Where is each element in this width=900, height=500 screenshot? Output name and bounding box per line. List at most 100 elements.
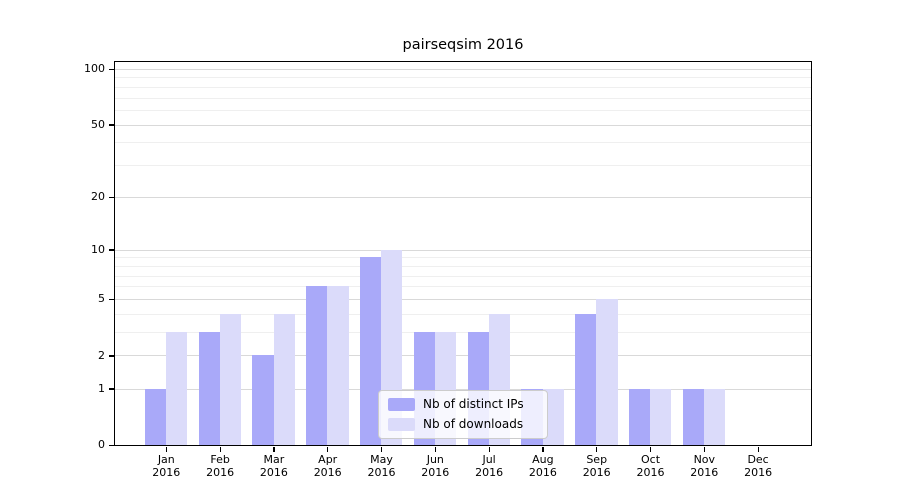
y-tick-mark bbox=[109, 249, 114, 251]
x-tick-month: Jun bbox=[426, 452, 444, 466]
bar-downloads-mar bbox=[273, 313, 295, 445]
bar-downloads-oct bbox=[650, 388, 672, 445]
x-tick-month: Oct bbox=[640, 452, 661, 466]
y-tick-label: 0 bbox=[98, 438, 105, 452]
gridline-minor bbox=[115, 165, 811, 167]
y-tick-label: 100 bbox=[84, 62, 105, 76]
x-tick-label: Sep 2016 bbox=[565, 453, 629, 480]
x-tick-mark bbox=[542, 446, 544, 452]
gridline-minor bbox=[115, 313, 811, 315]
x-tick-month: Dec bbox=[747, 452, 769, 466]
x-tick-year: 2016 bbox=[152, 466, 181, 480]
y-tick-label: 10 bbox=[91, 242, 105, 256]
x-tick-label: Jan 2016 bbox=[134, 453, 198, 480]
bar-ips-oct bbox=[628, 388, 651, 445]
bar-ips-sep bbox=[575, 313, 597, 445]
x-tick-mark bbox=[757, 446, 759, 452]
gridline-minor bbox=[115, 142, 811, 144]
legend-item-downloads: Nb of downloads bbox=[388, 417, 538, 431]
x-tick-label: Jul 2016 bbox=[457, 453, 521, 480]
y-tick-mark bbox=[109, 124, 114, 126]
legend: Nb of distinct IPs Nb of downloads bbox=[378, 390, 548, 439]
x-tick-month: Jul bbox=[482, 452, 496, 466]
y-tick-label: 5 bbox=[98, 292, 105, 306]
gridline-minor bbox=[115, 257, 811, 259]
x-tick-label: Jun 2016 bbox=[403, 453, 467, 480]
x-tick-year: 2016 bbox=[475, 466, 504, 480]
y-tick-mark bbox=[109, 388, 114, 390]
gridline-minor bbox=[115, 265, 811, 267]
x-tick-year: 2016 bbox=[206, 466, 235, 480]
x-tick-label: Dec 2016 bbox=[726, 453, 790, 480]
x-tick-mark bbox=[434, 446, 436, 452]
x-tick-year: 2016 bbox=[421, 466, 450, 480]
x-tick-mark bbox=[273, 446, 275, 452]
x-tick-mark bbox=[380, 446, 383, 452]
x-tick-label: May 2016 bbox=[350, 453, 414, 480]
x-tick-label: Feb 2016 bbox=[188, 453, 252, 480]
gridline-minor bbox=[115, 97, 811, 99]
x-tick-month: Sep bbox=[586, 452, 608, 466]
gridline-minor bbox=[115, 86, 811, 88]
x-tick-year: 2016 bbox=[582, 466, 611, 480]
x-tick-mark bbox=[649, 446, 652, 452]
x-tick-year: 2016 bbox=[259, 466, 288, 480]
legend-swatch-distinct-ips bbox=[388, 397, 415, 411]
gridline-minor bbox=[115, 332, 811, 334]
x-tick-month: Feb bbox=[210, 452, 230, 466]
x-tick-month: Nov bbox=[693, 452, 716, 466]
bar-ips-nov bbox=[682, 388, 704, 445]
y-tick-label: 20 bbox=[91, 190, 105, 204]
plot-area: Nb of distinct IPs Nb of downloads bbox=[114, 61, 812, 446]
bar-downloads-feb bbox=[219, 313, 242, 445]
y-tick-mark bbox=[109, 444, 114, 447]
x-tick-month: Apr bbox=[318, 452, 338, 466]
bar-ips-apr bbox=[306, 286, 328, 445]
gridline-major bbox=[115, 249, 811, 251]
x-tick-year: 2016 bbox=[744, 466, 773, 480]
bar-downloads-jan bbox=[166, 332, 188, 445]
gridline-major bbox=[115, 196, 811, 198]
chart-title: pairseqsim 2016 bbox=[402, 37, 524, 53]
x-tick-label: Aug 2016 bbox=[511, 453, 575, 480]
x-tick-month: Jan bbox=[157, 452, 175, 466]
x-tick-mark bbox=[703, 446, 705, 452]
x-tick-mark bbox=[327, 446, 329, 452]
x-tick-mark bbox=[488, 446, 490, 452]
y-tick-mark bbox=[109, 68, 114, 71]
x-tick-year: 2016 bbox=[636, 466, 665, 480]
legend-label-downloads: Nb of downloads bbox=[423, 417, 524, 431]
bar-downloads-sep bbox=[596, 299, 618, 445]
x-tick-month: May bbox=[370, 452, 393, 466]
gridline-minor bbox=[115, 286, 811, 288]
legend-label-distinct-ips: Nb of distinct IPs bbox=[423, 397, 524, 411]
legend-swatch-downloads bbox=[388, 417, 415, 431]
y-tick-label: 50 bbox=[91, 117, 105, 131]
x-tick-month: Aug bbox=[532, 452, 554, 466]
x-tick-label: Nov 2016 bbox=[672, 453, 736, 480]
x-tick-label: Apr 2016 bbox=[296, 453, 360, 480]
gridline-minor bbox=[115, 77, 811, 79]
x-tick-year: 2016 bbox=[367, 466, 396, 480]
bar-ips-feb bbox=[198, 332, 220, 445]
x-tick-month: Mar bbox=[263, 452, 285, 466]
gridline-major bbox=[115, 68, 811, 70]
gridline-major bbox=[115, 388, 811, 390]
gridline-minor bbox=[115, 110, 811, 112]
x-tick-label: Mar 2016 bbox=[242, 453, 306, 480]
x-tick-mark bbox=[219, 446, 221, 452]
bar-ips-jan bbox=[144, 388, 166, 445]
x-tick-year: 2016 bbox=[313, 466, 342, 480]
y-tick-label: 1 bbox=[98, 381, 105, 395]
y-tick-mark bbox=[109, 196, 114, 199]
gridline-major bbox=[115, 124, 811, 126]
bar-downloads-nov bbox=[704, 388, 726, 445]
x-tick-year: 2016 bbox=[528, 466, 557, 480]
gridline-major bbox=[115, 355, 811, 357]
y-tick-mark bbox=[109, 355, 114, 357]
y-tick-mark bbox=[109, 298, 114, 301]
gridline-minor bbox=[115, 275, 811, 277]
gridline-major bbox=[115, 299, 811, 300]
y-tick-label: 2 bbox=[98, 348, 105, 362]
